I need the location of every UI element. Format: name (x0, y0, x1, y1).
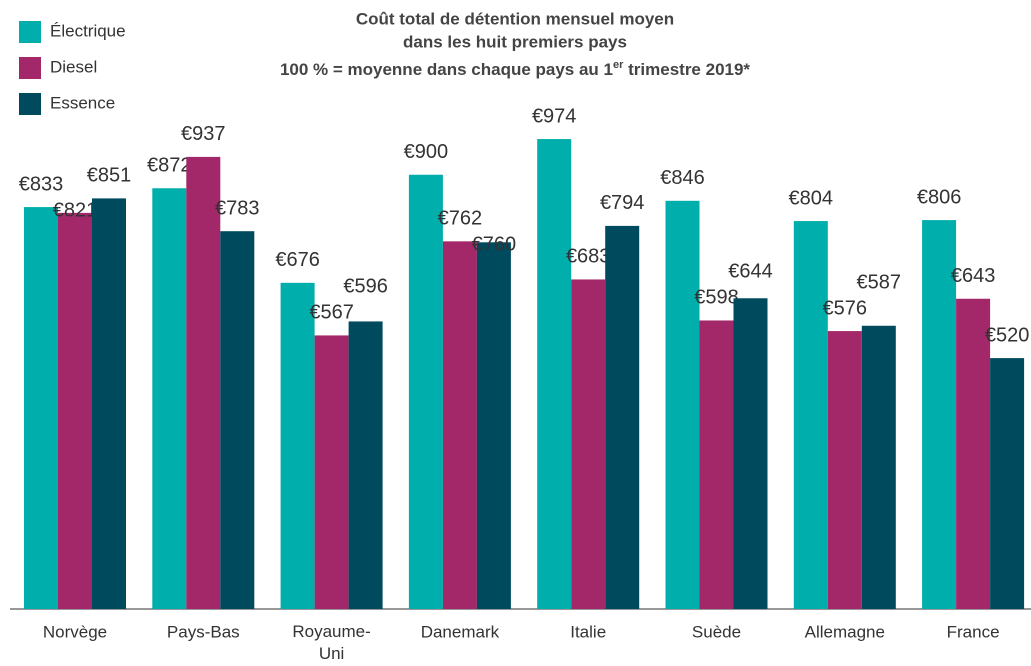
chart-title: dans les huit premiers pays (403, 32, 627, 51)
value-label: €851 (87, 165, 132, 187)
value-label: €783 (215, 197, 260, 219)
bar (956, 298, 991, 609)
bar (24, 207, 58, 609)
value-label: €806 (917, 186, 962, 208)
bar (793, 221, 828, 609)
x-tick-label: Italie (570, 622, 606, 641)
x-tick-label: Norvège (43, 622, 107, 641)
x-tick-label: Allemagne (805, 622, 885, 641)
legend-swatch (19, 21, 41, 43)
bar (442, 241, 477, 609)
bar (922, 220, 957, 610)
bar (861, 325, 896, 609)
value-label: €643 (951, 265, 996, 287)
value-label: €872 (147, 155, 192, 177)
bar (733, 298, 768, 609)
value-label: €596 (343, 276, 388, 298)
value-label: €804 (789, 187, 834, 209)
bar (476, 242, 511, 610)
bar (58, 212, 92, 609)
value-label: €676 (275, 249, 320, 271)
bar (152, 188, 187, 609)
x-tick-label: Suède (692, 622, 741, 641)
legend-label: Essence (50, 93, 115, 112)
bar (280, 282, 315, 609)
bar (220, 231, 255, 609)
x-tick-label: France (947, 622, 1000, 641)
value-label: €683 (566, 246, 611, 268)
legend-swatch (19, 57, 41, 79)
value-label: €821 (53, 199, 98, 221)
value-label: €644 (728, 261, 773, 283)
bar (571, 279, 606, 609)
value-label: €760 (472, 234, 517, 256)
bar (92, 198, 126, 609)
value-label: €567 (309, 302, 354, 324)
x-tick-label: Danemark (421, 622, 500, 641)
value-label: €598 (694, 287, 739, 309)
bar (537, 139, 572, 610)
subtitle-superscript: er (613, 59, 624, 71)
bar (827, 331, 862, 609)
subtitle-part: trimestre 2019* (623, 60, 750, 79)
bar (990, 358, 1025, 609)
bar (314, 335, 349, 609)
value-label: €846 (660, 167, 705, 189)
bar (348, 321, 383, 609)
value-label: €762 (438, 208, 483, 230)
chart-subtitle: 100 % = moyenne dans chaque pays au 1er … (280, 59, 750, 80)
bar (186, 156, 221, 609)
legend-label: Électrique (50, 21, 126, 40)
legend-label: Diesel (50, 57, 97, 76)
bar (665, 200, 700, 609)
value-label: €974 (532, 105, 577, 127)
value-label: €900 (404, 141, 449, 163)
value-label: €833 (19, 173, 64, 195)
value-label: €587 (857, 271, 902, 293)
subtitle-part: 100 % = moyenne dans chaque pays au 1 (280, 60, 613, 79)
value-label: €794 (600, 192, 645, 214)
x-tick-label: Royaume-Uni (292, 622, 370, 663)
chart-title: Coût total de détention mensuel moyen (356, 9, 674, 28)
x-tick-label: Pays-Bas (167, 622, 240, 641)
bar (699, 320, 734, 609)
bar (408, 174, 443, 609)
bar (605, 225, 640, 609)
value-label: €937 (181, 123, 226, 145)
legend-swatch (19, 93, 41, 115)
value-label: €520 (985, 324, 1030, 346)
value-label: €576 (823, 297, 868, 319)
